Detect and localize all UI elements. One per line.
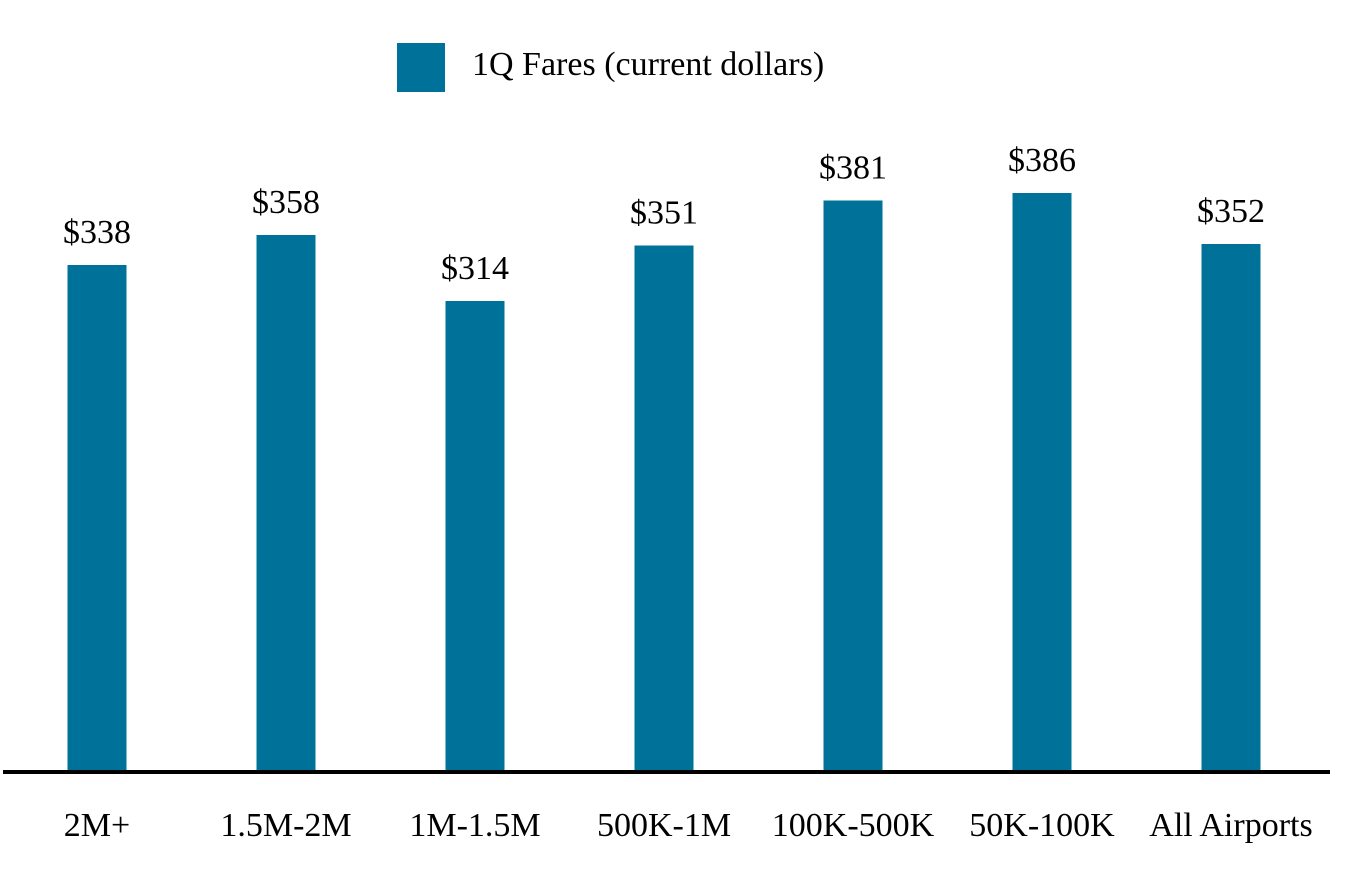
category-label-All Airports: All Airports xyxy=(1149,807,1312,844)
legend-swatch xyxy=(397,43,445,92)
value-label-1M-1.5M: $314 xyxy=(441,250,509,287)
category-label-1.5M-2M: 1.5M-2M xyxy=(220,807,351,844)
value-labels-group: $338 $358 $314 $351 $381 $386 $352 xyxy=(63,142,1265,287)
bar-1.5M-2M xyxy=(256,235,316,773)
value-label-2M+: $338 xyxy=(63,214,131,251)
bar-1M-1.5M xyxy=(445,301,505,773)
value-label-500K-1M: $351 xyxy=(630,195,698,232)
value-label-50K-100K: $386 xyxy=(1008,142,1076,179)
legend-label: 1Q Fares (current dollars) xyxy=(472,46,824,83)
legend: 1Q Fares (current dollars) xyxy=(397,43,824,92)
value-label-All Airports: $352 xyxy=(1197,193,1265,230)
category-labels-group: 2M+ 1.5M-2M 1M-1.5M 500K-1M 100K-500K 50K-100… xyxy=(64,807,1313,844)
category-label-1M-1.5M: 1M-1.5M xyxy=(409,807,540,844)
bar-All Airports xyxy=(1201,244,1261,773)
bar-100K-500K xyxy=(823,200,883,773)
value-label-100K-500K: $381 xyxy=(819,150,887,187)
bar-500K-1M xyxy=(634,245,694,773)
category-label-500K-1M: 500K-1M xyxy=(597,807,731,844)
bars-group xyxy=(67,193,1261,773)
category-label-100K-500K: 100K-500K xyxy=(772,807,935,844)
value-label-1.5M-2M: $358 xyxy=(252,184,320,221)
category-label-2M+: 2M+ xyxy=(64,807,130,844)
category-label-50K-100K: 50K-100K xyxy=(969,807,1115,844)
bar-50K-100K xyxy=(1012,193,1072,773)
bar-2M+ xyxy=(67,265,127,773)
